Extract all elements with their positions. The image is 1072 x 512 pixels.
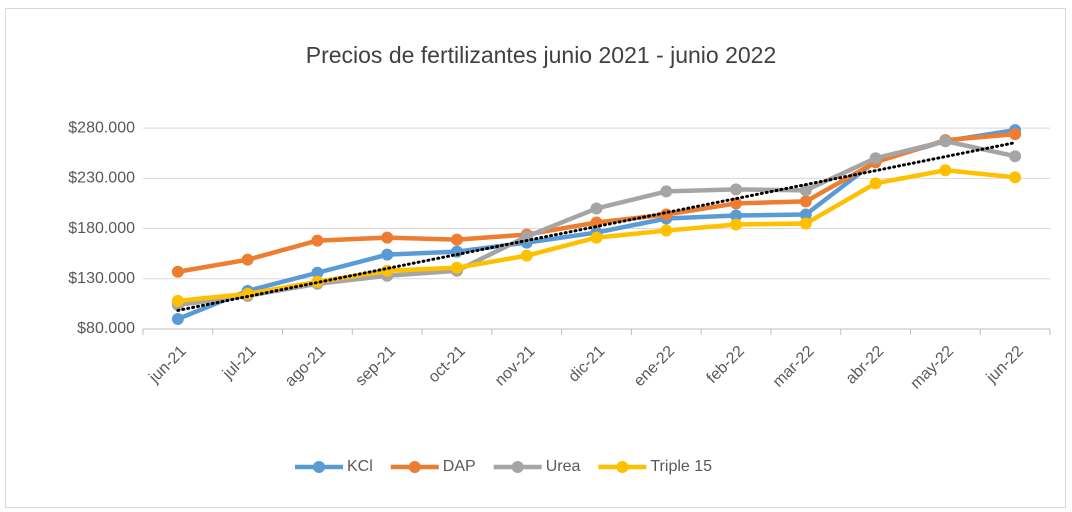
point [730,183,743,196]
point [799,208,812,221]
chart-border [5,8,1066,508]
point [590,202,603,215]
point [1009,150,1022,163]
point [1009,128,1022,141]
legend-marker [313,461,325,473]
legend-label: KCl [347,458,373,475]
point [450,233,463,246]
point [939,164,952,177]
point [1009,171,1022,184]
y-tick-label: $180.000 [68,220,135,237]
point [730,209,743,222]
legend-label: Triple 15 [650,458,712,475]
point [381,248,394,261]
y-tick-label: $80.000 [77,320,135,337]
point [171,312,184,325]
point [171,265,184,278]
point [730,218,743,231]
y-tick-label: $280.000 [68,119,135,136]
point [799,184,812,197]
trendline [176,141,1017,312]
point [311,266,324,279]
point [381,264,394,277]
legend-label: DAP [443,458,476,475]
y-tick-label: $230.000 [68,170,135,187]
legend-label: Urea [546,458,581,475]
point [869,152,882,165]
point [590,231,603,244]
legend-marker [408,461,421,473]
point [660,224,673,237]
point [311,234,324,247]
point [660,185,673,198]
point [381,231,394,244]
point [520,249,533,262]
legend-marker [616,461,629,473]
point [939,135,952,148]
point [311,275,324,288]
point [241,253,254,266]
point [869,177,882,190]
y-tick-label: $130.000 [68,270,135,287]
chart-title: Precios de fertilizantes junio 2021 - ju… [306,42,777,68]
point [450,261,463,274]
point [799,195,812,208]
point [171,294,184,307]
point [799,217,812,230]
legend-marker [511,461,524,473]
point [660,208,673,221]
